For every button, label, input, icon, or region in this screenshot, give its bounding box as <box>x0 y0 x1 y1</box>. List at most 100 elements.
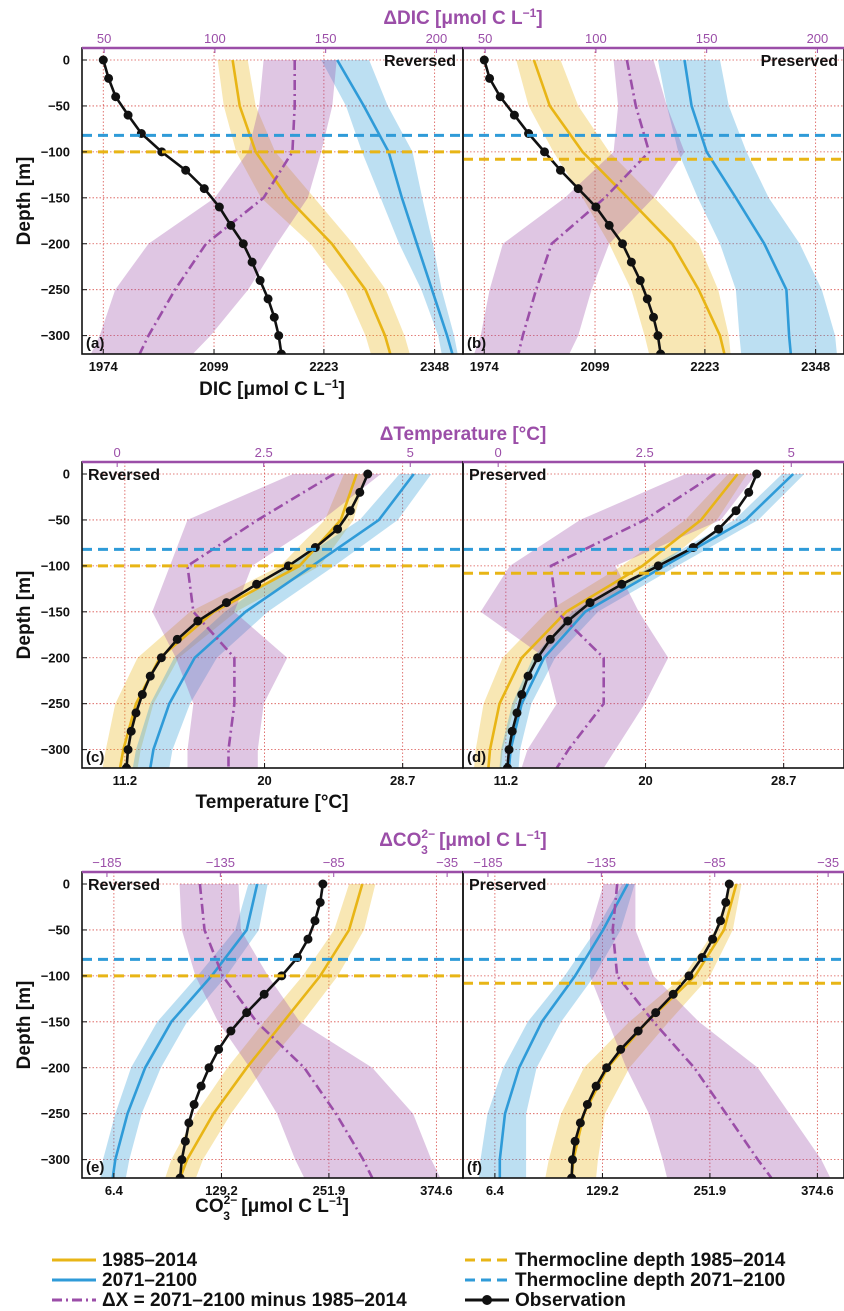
y-tick-label: −200 <box>41 650 70 665</box>
label-part: ] <box>343 1196 349 1217</box>
x-tick-label: 2348 <box>420 359 449 374</box>
plot-area <box>463 48 844 354</box>
top-tick-label: 150 <box>696 31 718 46</box>
top-axis-title-co3: ΔCO2− 3 [μmol C L−1] <box>379 827 546 857</box>
observation-point <box>259 989 269 999</box>
observation-point <box>540 147 550 157</box>
top-tick-label: 0 <box>495 445 502 460</box>
label-part: 3 <box>421 843 428 857</box>
delta-line <box>517 59 651 354</box>
y-axis-label: Depth [m] <box>14 157 35 246</box>
observation-point <box>363 469 373 479</box>
observation-point <box>145 671 155 681</box>
delta-band <box>90 60 337 354</box>
observation-point <box>721 897 731 907</box>
x-tick-label: 20 <box>638 773 652 788</box>
mode-label: Reversed <box>384 53 456 70</box>
legend-label: ΔX = 2071–2100 minus 1985–2014 <box>102 1290 407 1311</box>
observation-point <box>731 506 741 516</box>
observation-point <box>668 989 678 999</box>
top-tick-label: 100 <box>204 31 226 46</box>
label-part: ] <box>536 8 542 29</box>
observation-point <box>221 598 231 608</box>
x-tick-label: 2223 <box>690 359 719 374</box>
top-tick-label: −85 <box>323 855 345 870</box>
x-tick-label: 28.7 <box>771 773 796 788</box>
observation-point <box>226 1026 236 1036</box>
observation-point <box>181 165 191 175</box>
label-part: 2− <box>421 827 435 841</box>
observation-point <box>199 184 209 194</box>
delta-line <box>198 883 374 1178</box>
observation-point <box>635 276 645 285</box>
x-tick-label: 28.7 <box>390 773 415 788</box>
observation-point <box>708 934 718 944</box>
observation-point <box>591 1081 601 1091</box>
observation-point <box>649 312 658 322</box>
observation-point <box>156 653 166 663</box>
observation-point <box>303 934 313 944</box>
hist-band <box>165 884 376 1178</box>
observation-point <box>196 1081 206 1091</box>
hist-band <box>545 884 742 1178</box>
y-tick-label: −50 <box>48 922 70 937</box>
label-part: ΔCO <box>379 830 421 851</box>
future-line <box>336 59 454 354</box>
label-part: ΔDIC [μmol C L <box>383 8 523 29</box>
observation-point <box>189 1100 199 1109</box>
observation-point <box>252 579 262 589</box>
panel-letter: (a) <box>86 335 104 352</box>
top-tick-label: 5 <box>788 445 795 460</box>
legend-item: Thermocline depth 2071–2100 <box>465 1270 785 1291</box>
observation-point <box>226 220 236 230</box>
x-tick-label: 20 <box>257 773 271 788</box>
x-tick-label: 374.6 <box>420 1183 453 1198</box>
future-band <box>321 60 458 354</box>
panel-a: 1974 2099 2223 2348 50 100 150 200 0 −50 −100 −150 −… <box>14 31 464 374</box>
observation-point <box>121 763 131 768</box>
observation-point <box>345 506 355 516</box>
observation-point <box>310 916 320 926</box>
y-tick-label: −300 <box>41 1152 70 1167</box>
x-axis-label-temp: Temperature [°C] <box>196 792 349 813</box>
observation-point <box>315 897 325 907</box>
y-tick-label: −100 <box>41 968 70 983</box>
observation-point <box>714 524 724 534</box>
delta-band <box>590 884 831 1178</box>
observation-point <box>617 579 627 589</box>
top-tick-label: 2.5 <box>636 445 654 460</box>
y-tick-label: −250 <box>41 282 70 297</box>
observation-point <box>617 239 627 249</box>
y-tick-label: −150 <box>41 1014 70 1029</box>
x-tick-label: 1974 <box>89 359 119 374</box>
legend-item: Thermocline depth 1985–2014 <box>465 1250 786 1271</box>
panel-f: 6.4 129.2 251.9 374.6 −185 −135 −85 −35 Preserve… <box>462 855 844 1198</box>
label-part: −1 <box>325 377 339 391</box>
top-tick-label: 100 <box>585 31 607 46</box>
y-tick-label: −50 <box>48 512 70 527</box>
x-tick-label: 2099 <box>200 359 229 374</box>
x-tick-label: 129.2 <box>586 1183 619 1198</box>
observation-point <box>507 726 517 736</box>
observation-point <box>523 671 533 681</box>
x-tick-label: 11.2 <box>494 773 519 788</box>
observation-point <box>111 92 121 102</box>
observation-point <box>276 349 286 354</box>
y-tick-label: −100 <box>41 144 70 159</box>
top-tick-label: 5 <box>407 445 414 460</box>
observation-point <box>214 1044 224 1054</box>
observation-point <box>126 726 136 736</box>
observation-point <box>563 616 573 626</box>
observation-point <box>656 349 666 354</box>
label-part: −1 <box>329 1194 343 1208</box>
observation-point <box>479 55 489 65</box>
top-tick-label: −135 <box>587 855 616 870</box>
label-part: 2− <box>224 1193 238 1207</box>
observation-point <box>555 165 565 175</box>
label-part: −1 <box>523 6 537 20</box>
observation-point <box>177 1155 187 1165</box>
x-tick-label: 2099 <box>581 359 610 374</box>
observation-point <box>533 653 543 663</box>
x-tick-label: 6.4 <box>105 1183 124 1198</box>
observation-point <box>495 92 505 102</box>
